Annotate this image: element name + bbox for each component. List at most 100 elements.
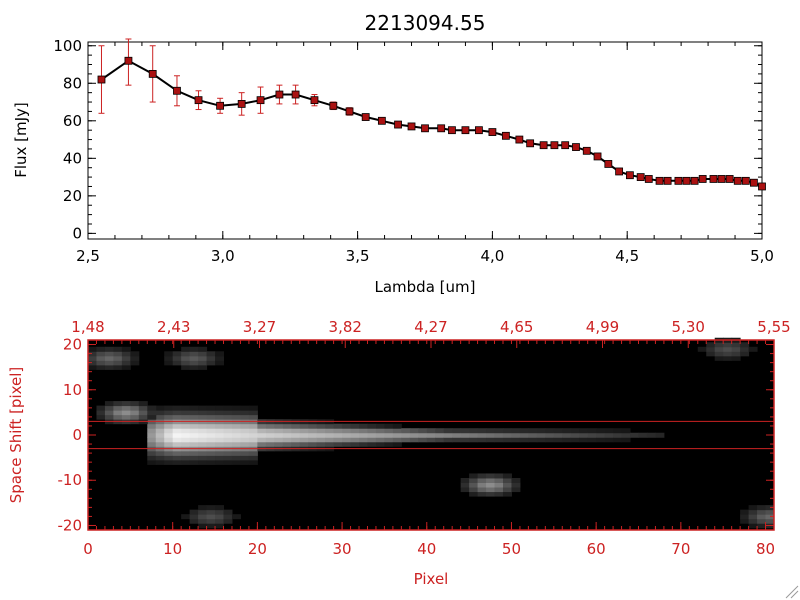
data-point	[561, 141, 570, 150]
blob-pixel	[502, 473, 512, 479]
blob-pixel	[731, 346, 741, 352]
trace-pixel	[231, 450, 241, 456]
trace-pixel	[215, 450, 225, 456]
trace-pixel	[198, 437, 208, 443]
blob-pixel	[714, 342, 724, 348]
trace-pixel	[536, 437, 546, 443]
trace-pixel	[231, 432, 241, 438]
spectrum-ticks	[87, 42, 763, 239]
trace-pixel	[265, 428, 275, 434]
trace-pixel	[392, 437, 402, 443]
data-point	[582, 146, 591, 155]
spectrum-y-axis-label: Flux [mJy]	[12, 102, 30, 178]
blob-pixel	[486, 477, 496, 483]
blob-pixel	[121, 410, 131, 416]
wavelength-tick-labels: 1,48 2,43 3,27 3,82 4,27 4,65 4,99 5,30 5,55	[71, 318, 790, 336]
trace-pixel	[231, 428, 241, 434]
blob-pixel	[104, 364, 114, 370]
trace-pixel	[147, 441, 157, 447]
spectrum-y-tick-labels: 0 20 40 60 80 100	[53, 37, 82, 243]
trace-pixel	[435, 432, 445, 438]
trace-pixel	[248, 405, 258, 411]
data-point	[550, 141, 559, 150]
blob-pixel	[172, 360, 182, 366]
trace-pixel	[282, 441, 292, 447]
blob-pixel	[181, 351, 191, 357]
blob-pixel	[765, 509, 775, 515]
trace-pixel	[147, 437, 157, 443]
trace-pixel	[587, 432, 597, 438]
chart-title: 2213094.55	[365, 11, 486, 35]
trace-pixel	[172, 441, 182, 447]
trace-pixel	[477, 428, 487, 434]
spectrum-plot-frame	[87, 41, 763, 240]
blob-pixel	[113, 364, 123, 370]
trace-pixel	[613, 432, 623, 438]
blob-pixel	[740, 514, 750, 520]
blob-pixel	[748, 346, 758, 352]
trace-pixel	[375, 441, 385, 447]
data-point	[515, 135, 524, 144]
trace-pixel	[282, 428, 292, 434]
blob-pixel	[494, 473, 504, 479]
blob-pixel	[206, 523, 216, 529]
trace-pixel	[570, 437, 580, 443]
resize-grip-icon[interactable]	[785, 585, 799, 599]
blob-pixel	[113, 355, 123, 361]
data-point	[690, 176, 699, 185]
blob-pixel	[198, 518, 208, 524]
trace-pixel	[172, 414, 182, 420]
blob-pixel	[706, 342, 716, 348]
data-point	[682, 176, 691, 185]
trace-pixel	[248, 450, 258, 456]
trace-pixel	[198, 441, 208, 447]
trace-pixel	[240, 450, 250, 456]
trace-pixel	[333, 432, 343, 438]
blob-pixel	[164, 351, 174, 357]
blob-pixel	[113, 414, 123, 420]
blob-pixel	[88, 355, 97, 361]
blob-pixel	[198, 360, 208, 366]
trace-pixel	[460, 428, 470, 434]
trace-pixel	[231, 455, 241, 461]
trace-pixel	[164, 423, 174, 429]
blob-pixel	[96, 414, 106, 420]
wavelength-tick-label: 4,65	[500, 318, 533, 336]
blob-pixel	[147, 414, 157, 420]
wavelength-tick-label: 5,30	[672, 318, 705, 336]
data-point	[758, 182, 766, 191]
blob-pixel	[723, 346, 733, 352]
trace-pixel	[181, 459, 191, 465]
blob-pixel	[215, 360, 225, 366]
blob-pixel	[121, 405, 131, 411]
trace-pixel	[240, 405, 250, 411]
blob-pixel	[502, 482, 512, 488]
trace-pixel	[325, 423, 335, 429]
blob-pixel	[121, 401, 131, 407]
trace-pixel	[240, 428, 250, 434]
y-tick-label: 100	[53, 37, 82, 55]
trace-pixel	[308, 432, 318, 438]
trace-pixel	[604, 437, 614, 443]
trace-pixel	[562, 437, 572, 443]
trace-pixel	[172, 455, 182, 461]
pixel-tick-labels: 0 10 20 30 40 50 60 70 80	[83, 540, 775, 558]
blob-pixel	[96, 405, 106, 411]
trace-pixel	[452, 428, 462, 434]
blob-pixel	[121, 355, 131, 361]
trace-pixel	[511, 428, 521, 434]
blob-pixel	[714, 351, 724, 357]
x-tick-label: 4,5	[615, 247, 639, 265]
trace-pixel	[553, 437, 563, 443]
blob-pixel	[96, 346, 106, 352]
blob-pixel	[164, 355, 174, 361]
blob-pixel	[88, 346, 97, 352]
y-tick-label: 20	[63, 187, 82, 205]
blob-pixel	[486, 487, 496, 493]
blob-pixel	[104, 405, 114, 411]
trace-pixel	[248, 437, 258, 443]
trace-pixel	[308, 437, 318, 443]
blob-pixel	[748, 518, 758, 524]
blob-pixel	[130, 401, 140, 407]
trace-pixel	[545, 428, 555, 434]
